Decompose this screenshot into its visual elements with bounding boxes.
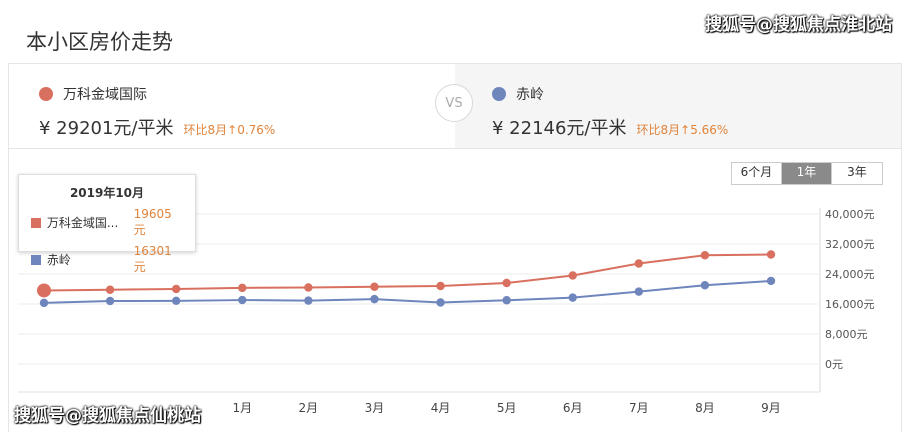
- y-axis-ticks: 0元 8,000元 16,000元 24,000元 32,000元 40,000元: [825, 208, 875, 371]
- left-change: 环比8月↑0.76%: [183, 123, 276, 137]
- vs-badge: VS: [435, 84, 473, 122]
- grid-layer: [18, 208, 821, 393]
- x-tick-label: 2月: [299, 401, 319, 415]
- data-point[interactable]: [700, 251, 710, 260]
- period-3-years[interactable]: 3年: [832, 163, 882, 184]
- x-tick-label: 6月: [563, 401, 583, 415]
- data-point[interactable]: [37, 283, 51, 298]
- data-point[interactable]: [568, 293, 577, 302]
- right-series-dot: [492, 87, 506, 101]
- period-6-months[interactable]: 6个月: [732, 163, 782, 184]
- left-price: ¥ 29201元/平米: [39, 118, 174, 139]
- tooltip-value-vanke: 19605元: [133, 207, 172, 237]
- data-point[interactable]: [634, 287, 644, 296]
- data-point[interactable]: [171, 296, 181, 306]
- right-change: 环比8月↑5.66%: [636, 123, 729, 137]
- tooltip-row: 万科金域国... 19605元: [31, 207, 183, 238]
- data-point[interactable]: [700, 281, 710, 290]
- data-point[interactable]: [238, 283, 247, 293]
- watermark-top: 搜狐号@搜狐焦点淮北站: [705, 15, 892, 35]
- x-tick-label: 4月: [431, 401, 451, 415]
- x-tick-label: 7月: [629, 401, 649, 415]
- y-tick-label: 24,000元: [825, 268, 875, 281]
- period-selector: 6个月 1年 3年: [731, 162, 883, 185]
- series-layer: [37, 250, 776, 308]
- tooltip-name-chiling: 赤岭: [46, 253, 71, 267]
- left-community-name: 万科金域国际: [63, 87, 147, 103]
- page-title: 本小区房价走势: [26, 30, 173, 54]
- data-point[interactable]: [171, 284, 181, 294]
- compare-left: 万科金域国际 ¥ 29201元/平米 环比8月↑0.76%: [9, 64, 455, 148]
- data-point[interactable]: [766, 276, 776, 286]
- tooltip-row: 赤岭 16301元: [31, 244, 183, 275]
- data-point[interactable]: [436, 281, 445, 291]
- x-tick-label: 5月: [497, 401, 517, 415]
- series-line-0: [43, 253, 772, 292]
- tooltip-swatch-chiling: [31, 254, 41, 265]
- chart-panel: [8, 149, 902, 432]
- tooltip-name-vanke: 万科金域国...: [46, 216, 119, 230]
- y-tick-label: 8,000元: [825, 328, 868, 341]
- period-1-year[interactable]: 1年: [782, 163, 832, 184]
- y-tick-label: 40,000元: [825, 208, 875, 221]
- right-community-name: 赤岭: [516, 87, 544, 103]
- x-axis-ticks: 1月 2月 3月 4月 5月 6月 7月 8月 9月: [232, 401, 780, 415]
- series-line-1: [43, 279, 772, 304]
- x-tick-label: 1月: [232, 401, 252, 415]
- compare-panel: 万科金域国际 ¥ 29201元/平米 环比8月↑0.76% 赤岭 ¥ 22146…: [8, 63, 902, 149]
- chart-tooltip: 2019年10月 万科金域国... 19605元 赤岭 16301元: [18, 174, 196, 274]
- left-series-dot: [39, 87, 53, 101]
- data-point[interactable]: [436, 298, 445, 307]
- watermark-bottom: 搜狐号@搜狐焦点仙桃站: [14, 406, 201, 426]
- data-point[interactable]: [766, 250, 776, 259]
- data-point[interactable]: [105, 285, 115, 294]
- y-tick-label: 0元: [825, 358, 843, 371]
- data-point[interactable]: [502, 296, 511, 305]
- data-point[interactable]: [105, 296, 115, 306]
- x-tick-label: 3月: [365, 401, 385, 415]
- x-tick-label: 8月: [695, 401, 715, 415]
- data-point[interactable]: [238, 295, 247, 305]
- data-point[interactable]: [304, 296, 313, 305]
- y-tick-label: 32,000元: [825, 238, 875, 251]
- data-point[interactable]: [634, 259, 644, 268]
- data-point[interactable]: [39, 298, 49, 308]
- y-tick-label: 16,000元: [825, 298, 875, 311]
- x-tick-label: 9月: [761, 401, 781, 415]
- data-point[interactable]: [370, 282, 379, 291]
- data-point[interactable]: [502, 278, 511, 288]
- compare-right: 赤岭 ¥ 22146元/平米 环比8月↑5.66%: [455, 64, 901, 148]
- right-price: ¥ 22146元/平米: [492, 118, 627, 139]
- tooltip-swatch-vanke: [31, 217, 41, 228]
- data-point[interactable]: [568, 271, 577, 280]
- tooltip-value-chiling: 16301元: [133, 244, 172, 274]
- data-point[interactable]: [304, 283, 313, 292]
- data-point[interactable]: [370, 294, 379, 304]
- tooltip-title: 2019年10月: [69, 186, 145, 200]
